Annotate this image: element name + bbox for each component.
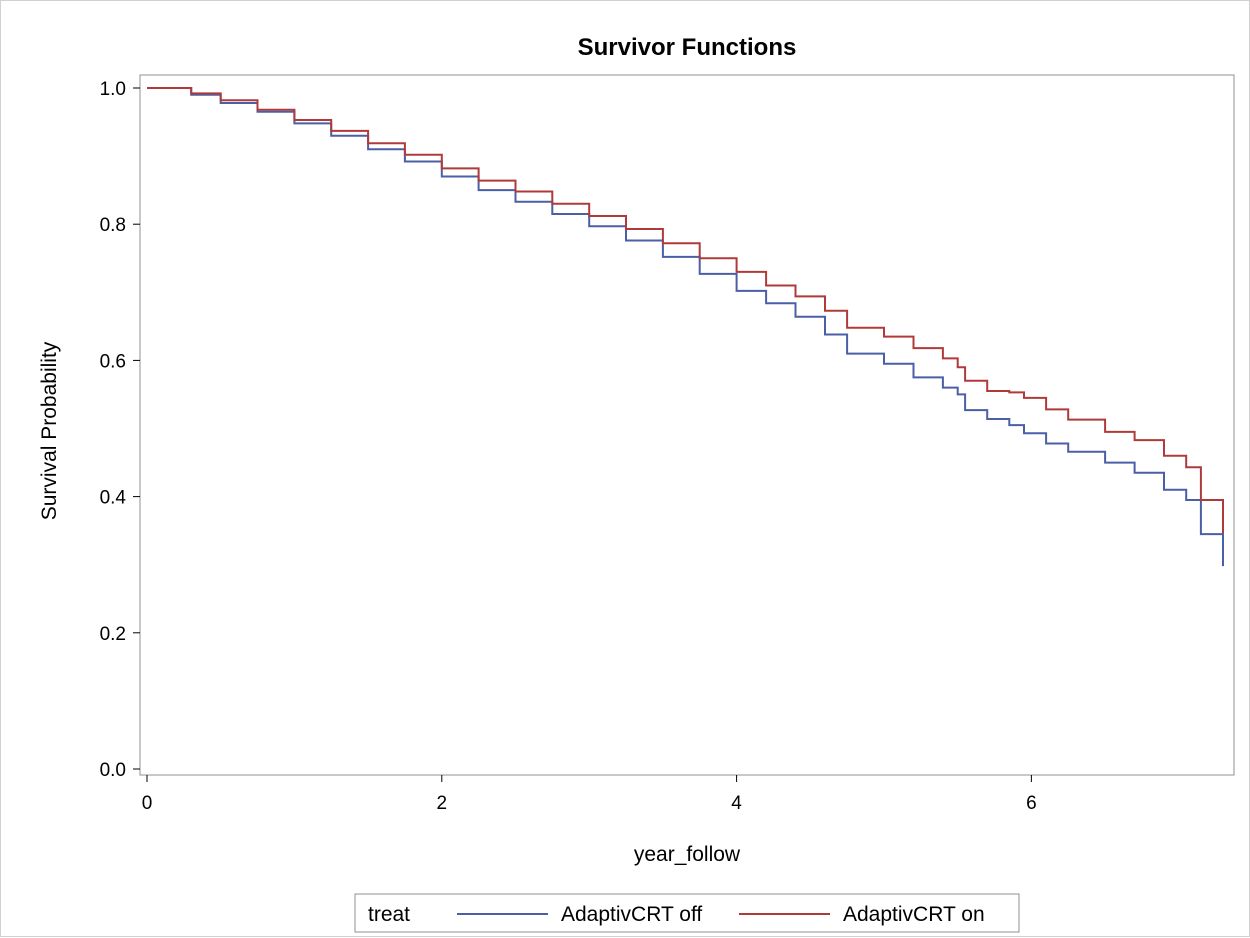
y-tick-label: 0.0 bbox=[100, 760, 126, 781]
x-tick-label: 2 bbox=[437, 793, 448, 814]
y-tick-label: 0.2 bbox=[100, 624, 126, 645]
y-axis-label: Survival Probability bbox=[38, 341, 61, 520]
y-tick-label: 0.4 bbox=[100, 488, 127, 509]
chart-title: Survivor Functions bbox=[578, 34, 797, 61]
y-axis: 0.0 0.2 0.4 0.6 0.8 1.0 bbox=[100, 79, 140, 781]
legend-title: treat bbox=[368, 903, 410, 926]
x-tick-label: 4 bbox=[731, 793, 742, 814]
x-axis-label: year_follow bbox=[634, 843, 741, 866]
y-tick-label: 0.6 bbox=[100, 351, 126, 372]
x-axis: 0 2 4 6 bbox=[142, 775, 1037, 814]
legend: treat AdaptivCRT off AdaptivCRT on bbox=[354, 893, 1020, 933]
plot-area bbox=[139, 74, 1235, 776]
y-tick-label: 1.0 bbox=[100, 79, 126, 100]
x-tick-label: 6 bbox=[1026, 793, 1037, 814]
legend-label-on: AdaptivCRT on bbox=[843, 903, 985, 926]
series-line-adaptivcrt-off bbox=[147, 87, 1224, 567]
legend-box bbox=[354, 893, 1020, 933]
legend-label-off: AdaptivCRT off bbox=[561, 903, 702, 926]
y-tick-label: 0.8 bbox=[100, 215, 126, 236]
series-line-adaptivcrt-on bbox=[147, 87, 1224, 534]
x-tick-label: 0 bbox=[142, 793, 153, 814]
series-layer bbox=[147, 87, 1224, 567]
